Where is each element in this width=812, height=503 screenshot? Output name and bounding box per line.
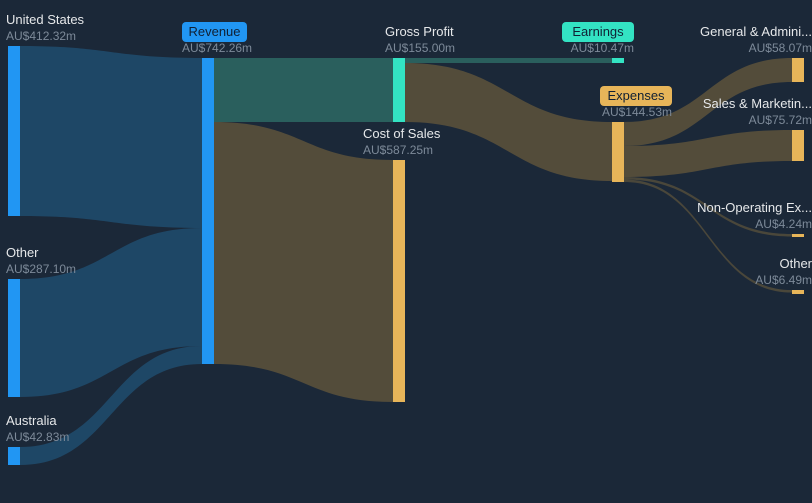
sankey-node-nox	[792, 234, 804, 237]
node-value-earnings: AU$10.47m	[571, 41, 634, 55]
node-value-ga: AU$58.07m	[749, 41, 812, 55]
node-value-sm: AU$75.72m	[749, 113, 812, 127]
node-title-other_out: Other	[779, 256, 812, 271]
sankey-node-expenses	[612, 122, 624, 182]
node-value-cos: AU$587.25m	[363, 143, 433, 157]
node-value-us: AU$412.32m	[6, 29, 76, 43]
sankey-node-gp	[393, 58, 405, 122]
node-title-sm: Sales & Marketin...	[703, 96, 812, 111]
sankey-node-cos	[393, 160, 405, 402]
sankey-node-earnings	[612, 58, 624, 63]
sankey-link	[214, 122, 393, 402]
sankey-node-sm	[792, 130, 804, 161]
node-value-nox: AU$4.24m	[755, 217, 812, 231]
sankey-links	[20, 46, 792, 465]
sankey-node-us	[8, 46, 20, 216]
sankey-link	[405, 58, 612, 63]
sankey-node-other_out	[792, 290, 804, 294]
sankey-node-ga	[792, 58, 804, 82]
sankey-link	[214, 58, 393, 122]
node-title-other_in: Other	[6, 245, 39, 260]
node-title-nox: Non-Operating Ex...	[697, 200, 812, 215]
node-value-other_in: AU$287.10m	[6, 262, 76, 276]
node-title-gp: Gross Profit	[385, 24, 454, 39]
node-value-gp: AU$155.00m	[385, 41, 455, 55]
node-title-ga: General & Admini...	[700, 24, 812, 39]
sankey-node-au	[8, 447, 20, 465]
sankey-link	[405, 63, 612, 181]
node-title-earnings: Earnings	[572, 24, 624, 39]
sankey-chart: United States AU$412.32m Other AU$287.10m Au…	[0, 0, 812, 503]
node-title-expenses: Expenses	[607, 88, 665, 103]
node-title-au: Australia	[6, 413, 57, 428]
sankey-node-other_in	[8, 279, 20, 397]
node-value-other_out: AU$6.49m	[755, 273, 812, 287]
node-value-revenue: AU$742.26m	[182, 41, 252, 55]
node-value-expenses: AU$144.53m	[602, 105, 672, 119]
node-title-us: United States	[6, 12, 85, 27]
sankey-node-revenue	[202, 58, 214, 364]
sankey-link	[20, 228, 202, 397]
sankey-link	[20, 46, 202, 228]
node-value-au: AU$42.83m	[6, 430, 69, 444]
node-title-cos: Cost of Sales	[363, 126, 441, 141]
node-title-revenue: Revenue	[188, 24, 240, 39]
